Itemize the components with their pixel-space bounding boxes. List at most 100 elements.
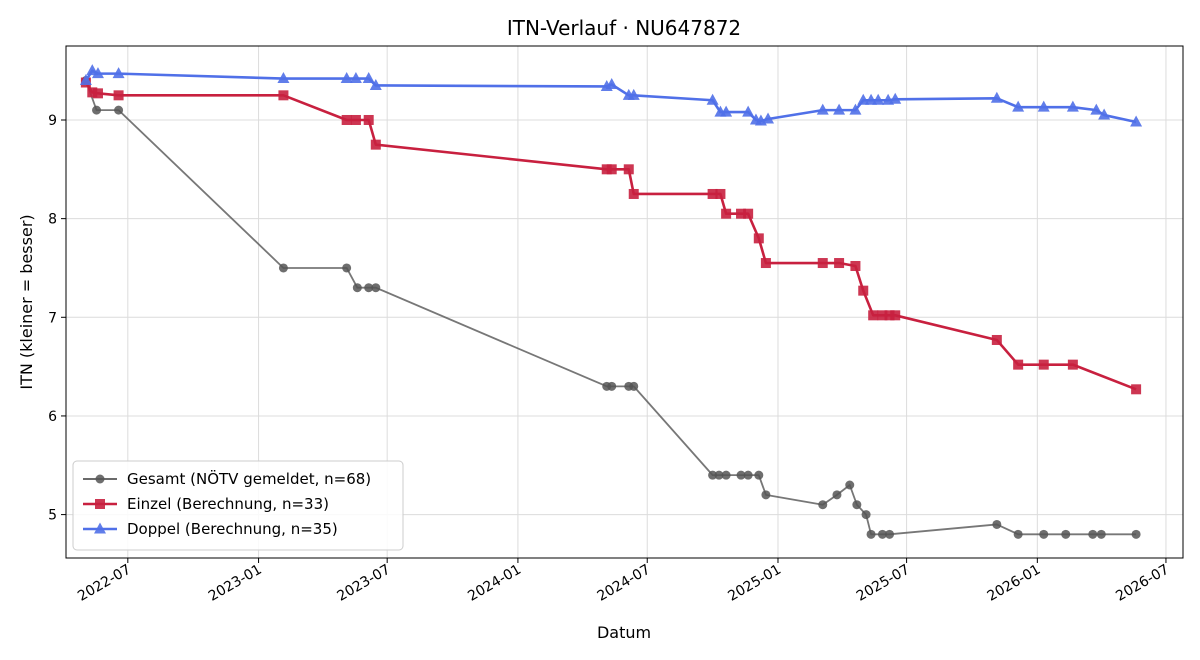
data-point xyxy=(629,381,639,391)
data-point xyxy=(362,72,375,84)
data-point xyxy=(114,105,124,115)
data-point xyxy=(885,529,895,539)
chart-title: ITN-Verlauf · NU647872 xyxy=(507,16,741,40)
data-point xyxy=(340,72,353,84)
data-point xyxy=(350,114,361,125)
data-point xyxy=(834,258,845,269)
legend-marker xyxy=(95,499,105,509)
data-point xyxy=(992,519,1002,529)
data-point xyxy=(92,88,103,99)
data-point xyxy=(754,470,764,480)
data-point xyxy=(832,490,842,500)
legend-label: Doppel (Berechnung, n=35) xyxy=(127,520,338,538)
data-point xyxy=(1067,359,1078,370)
data-point xyxy=(991,334,1002,345)
data-point xyxy=(371,283,381,293)
data-point xyxy=(761,490,771,500)
data-point xyxy=(1039,529,1049,539)
data-point xyxy=(1013,529,1023,539)
legend-item-2: Doppel (Berechnung, n=35) xyxy=(83,520,338,538)
data-point xyxy=(113,90,124,101)
y-tick-label: 8 xyxy=(48,212,57,228)
data-point xyxy=(277,72,290,84)
data-point xyxy=(1061,529,1071,539)
data-point xyxy=(818,500,828,510)
data-point xyxy=(721,470,731,480)
data-point xyxy=(79,74,92,86)
plot-frame xyxy=(65,45,1184,559)
data-point xyxy=(1013,359,1024,370)
data-point xyxy=(861,510,871,520)
grid-layer xyxy=(66,46,1183,558)
data-point xyxy=(364,283,374,293)
data-point xyxy=(352,283,362,293)
legend-item-1: Einzel (Berechnung, n=33) xyxy=(83,495,329,513)
data-point xyxy=(87,87,98,98)
data-point xyxy=(341,114,352,125)
data-point xyxy=(92,105,102,115)
data-point xyxy=(715,188,726,199)
data-point xyxy=(736,470,746,480)
data-point xyxy=(877,310,888,321)
data-point xyxy=(760,258,771,269)
series-0 xyxy=(81,76,1141,539)
data-point xyxy=(816,103,829,115)
data-point xyxy=(1130,115,1143,127)
data-point xyxy=(112,67,125,79)
y-tick-label: 7 xyxy=(48,310,57,326)
data-point xyxy=(607,381,617,391)
data-point xyxy=(817,258,828,269)
legend-item-0: Gesamt (NÖTV gemeldet, n=68) xyxy=(83,469,371,488)
data-point xyxy=(833,103,846,115)
data-point xyxy=(708,470,718,480)
data-point xyxy=(720,105,733,117)
data-point xyxy=(721,208,732,219)
data-point xyxy=(627,88,640,100)
data-point xyxy=(889,92,902,104)
data-point xyxy=(743,208,754,219)
y-tick-label: 6 xyxy=(48,409,57,425)
legend-label: Einzel (Berechnung, n=33) xyxy=(127,495,329,513)
data-point xyxy=(845,480,855,490)
data-point xyxy=(370,139,381,150)
legend: Gesamt (NÖTV gemeldet, n=68) Einzel (Bere… xyxy=(72,460,404,551)
data-point xyxy=(736,208,747,219)
series-line-0 xyxy=(85,80,1137,536)
data-point xyxy=(890,310,901,321)
data-point xyxy=(91,67,104,79)
data-point xyxy=(1131,529,1141,539)
data-point xyxy=(858,285,869,296)
data-point xyxy=(1096,529,1106,539)
data-point xyxy=(278,263,288,273)
data-point xyxy=(1131,384,1142,395)
data-point xyxy=(369,78,382,90)
legend-marker xyxy=(95,474,105,484)
data-point xyxy=(877,529,887,539)
data-point xyxy=(623,164,634,175)
data-point xyxy=(706,93,719,105)
data-point xyxy=(342,263,352,273)
series-1 xyxy=(80,77,1142,395)
data-point xyxy=(1037,100,1050,112)
y-axis-label: ITN (kleiner = besser) xyxy=(17,214,36,389)
data-point xyxy=(363,114,374,125)
data-point xyxy=(349,72,362,84)
y-tick-label: 9 xyxy=(48,113,57,129)
data-point xyxy=(714,470,724,480)
data-point xyxy=(743,470,753,480)
data-point xyxy=(857,93,870,105)
data-point xyxy=(1066,100,1079,112)
data-point xyxy=(278,90,289,101)
data-point xyxy=(866,529,876,539)
data-point xyxy=(1098,108,1111,120)
data-point xyxy=(707,188,718,199)
x-axis-label: Datum xyxy=(597,623,651,642)
data-point xyxy=(1090,103,1103,115)
data-point xyxy=(606,164,617,175)
series-layer xyxy=(79,64,1143,539)
data-point xyxy=(868,310,879,321)
data-point xyxy=(872,93,885,105)
data-point xyxy=(884,310,895,321)
data-point xyxy=(1012,100,1025,112)
